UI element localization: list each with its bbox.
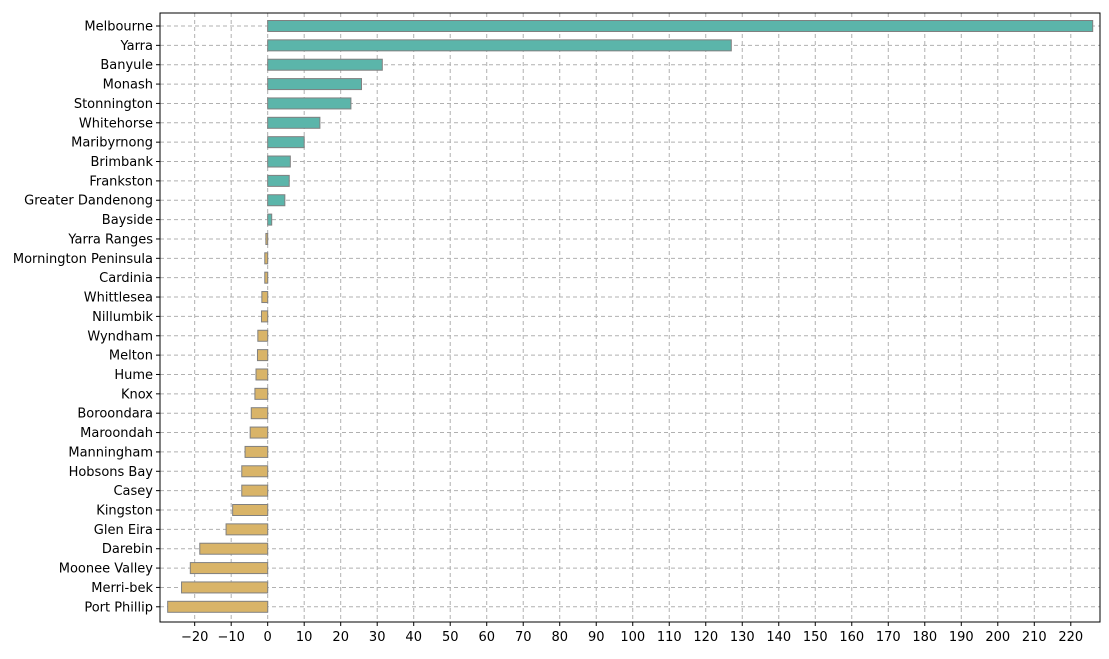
- x-tick-label: 70: [515, 630, 532, 645]
- bar-casey: [241, 484, 269, 497]
- bar-bayside: [267, 213, 273, 226]
- grid-lines: [160, 13, 1100, 622]
- x-tick-label: 90: [588, 630, 605, 645]
- bar-knox: [254, 387, 269, 400]
- x-tick-label: 50: [442, 630, 459, 645]
- bar-monash: [267, 78, 363, 91]
- x-tick-label: 100: [620, 630, 645, 645]
- y-tick-label: Casey: [113, 484, 153, 499]
- y-tick-label: Yarra: [119, 39, 153, 54]
- y-tick-label: Wyndham: [87, 329, 153, 344]
- y-tick-label: Cardinia: [99, 271, 153, 286]
- x-tick-label: 210: [1022, 630, 1047, 645]
- bar-brimbank: [267, 155, 291, 168]
- bar-stonnington: [267, 97, 352, 110]
- x-tick-label: −10: [217, 630, 244, 645]
- y-tick-labels: Melbourne Yarra Banyule Monash Stonnington Wh…: [13, 20, 160, 615]
- bar-moonee-valley: [189, 562, 269, 575]
- y-tick-label: Knox: [121, 387, 153, 402]
- bar-whittlesea: [261, 291, 269, 304]
- y-tick-label: Port Phillip: [84, 600, 153, 615]
- x-tick-label: 180: [912, 630, 937, 645]
- x-tick-label: 120: [693, 630, 718, 645]
- y-tick-label: Maribyrnong: [71, 136, 153, 151]
- bar-hobsons-bay: [241, 465, 269, 478]
- y-tick-label: Manningham: [68, 445, 153, 460]
- bar-yarra-ranges: [265, 232, 269, 245]
- y-tick-label: Banyule: [100, 58, 153, 73]
- y-tick-label: Mornington Peninsula: [13, 252, 153, 267]
- bar-nillumbik: [260, 310, 269, 323]
- x-tick-labels: −20 −10 0 10 20 30 40 50 60 70 80 90 100 110 120 130 140…: [181, 622, 1083, 645]
- x-tick-label: 190: [949, 630, 974, 645]
- x-tick-label: 110: [657, 630, 682, 645]
- y-tick-label: Glen Eira: [94, 523, 153, 538]
- x-tick-label: 10: [296, 630, 313, 645]
- plot-frame: [159, 12, 1101, 623]
- bar-melbourne: [267, 20, 1094, 32]
- bar-maroondah: [249, 426, 269, 439]
- y-tick-label: Nillumbik: [92, 310, 153, 325]
- y-tick-label: Moonee Valley: [59, 562, 154, 577]
- bar-maribyrnong: [267, 136, 305, 149]
- y-tick-label: Brimbank: [90, 155, 153, 170]
- bar-yarra: [267, 39, 732, 52]
- y-tick-label: Darebin: [102, 542, 153, 557]
- y-tick-label: Kingston: [96, 504, 153, 519]
- bar-cardinia: [264, 271, 269, 284]
- bar-whitehorse: [267, 116, 321, 129]
- y-tick-label: Melbourne: [84, 20, 153, 35]
- y-tick-label: Greater Dandenong: [24, 194, 153, 209]
- bar-wyndham: [257, 329, 269, 342]
- y-tick-label: Melton: [109, 349, 153, 364]
- bar-frankston: [267, 174, 290, 187]
- x-tick-label: 60: [478, 630, 495, 645]
- bar-manningham: [244, 445, 269, 458]
- y-tick-label: Maroondah: [80, 426, 153, 441]
- x-tick-label: 160: [839, 630, 864, 645]
- x-tick-label: 80: [551, 630, 568, 645]
- y-tick-label: Monash: [103, 78, 153, 93]
- bar-melton: [256, 349, 269, 362]
- x-tick-label: 30: [369, 630, 386, 645]
- y-tick-label: Hume: [114, 368, 153, 383]
- y-tick-label: Hobsons Bay: [69, 465, 154, 480]
- bar-glen-eira: [225, 523, 269, 536]
- bar-kingston: [232, 504, 269, 516]
- x-tick-label: 20: [332, 630, 349, 645]
- bar-darebin: [199, 542, 269, 555]
- bar-boroondara: [250, 407, 269, 420]
- x-tick-label: 200: [985, 630, 1010, 645]
- bar-greater-dandenong: [267, 194, 286, 207]
- y-tick-label: Boroondara: [77, 407, 153, 422]
- x-tick-label: 40: [405, 630, 422, 645]
- y-tick-label: Whittlesea: [84, 291, 153, 306]
- bar-hume: [255, 368, 269, 381]
- bar-mornington-peninsula: [264, 252, 269, 265]
- bar-merri-bek: [181, 581, 269, 594]
- y-tick-label: Bayside: [102, 213, 153, 228]
- x-tick-label: 220: [1058, 630, 1083, 645]
- y-tick-label: Yarra Ranges: [67, 232, 153, 247]
- x-tick-label: −20: [181, 630, 208, 645]
- bar-banyule: [267, 58, 383, 71]
- y-tick-label: Frankston: [89, 174, 153, 189]
- bars: [167, 20, 1094, 613]
- x-tick-label: 0: [264, 630, 272, 645]
- y-tick-label: Stonnington: [74, 97, 153, 112]
- x-tick-label: 170: [876, 630, 901, 645]
- bar-port-phillip: [167, 600, 269, 613]
- x-tick-label: 140: [766, 630, 791, 645]
- y-tick-label: Merri-bek: [91, 581, 153, 596]
- x-tick-label: 150: [803, 630, 828, 645]
- y-tick-label: Whitehorse: [79, 116, 153, 131]
- x-tick-label: 130: [730, 630, 755, 645]
